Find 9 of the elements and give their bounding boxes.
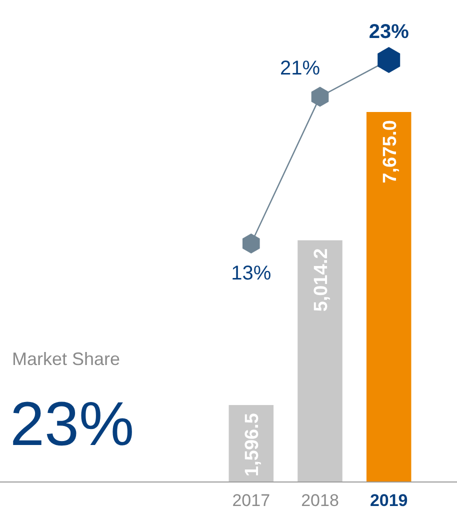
data-label: 21% bbox=[280, 58, 320, 80]
data-label: 23% bbox=[368, 21, 410, 43]
x-tick-label: 2017 bbox=[232, 491, 270, 510]
x-tick-label: 2019 bbox=[370, 491, 408, 510]
data-label: 13% bbox=[231, 262, 272, 284]
x-tick-label: 2018 bbox=[301, 491, 339, 510]
data-label: 7,675.0 bbox=[380, 120, 401, 184]
text: Market Share bbox=[12, 349, 120, 369]
text: 23% bbox=[10, 390, 134, 459]
